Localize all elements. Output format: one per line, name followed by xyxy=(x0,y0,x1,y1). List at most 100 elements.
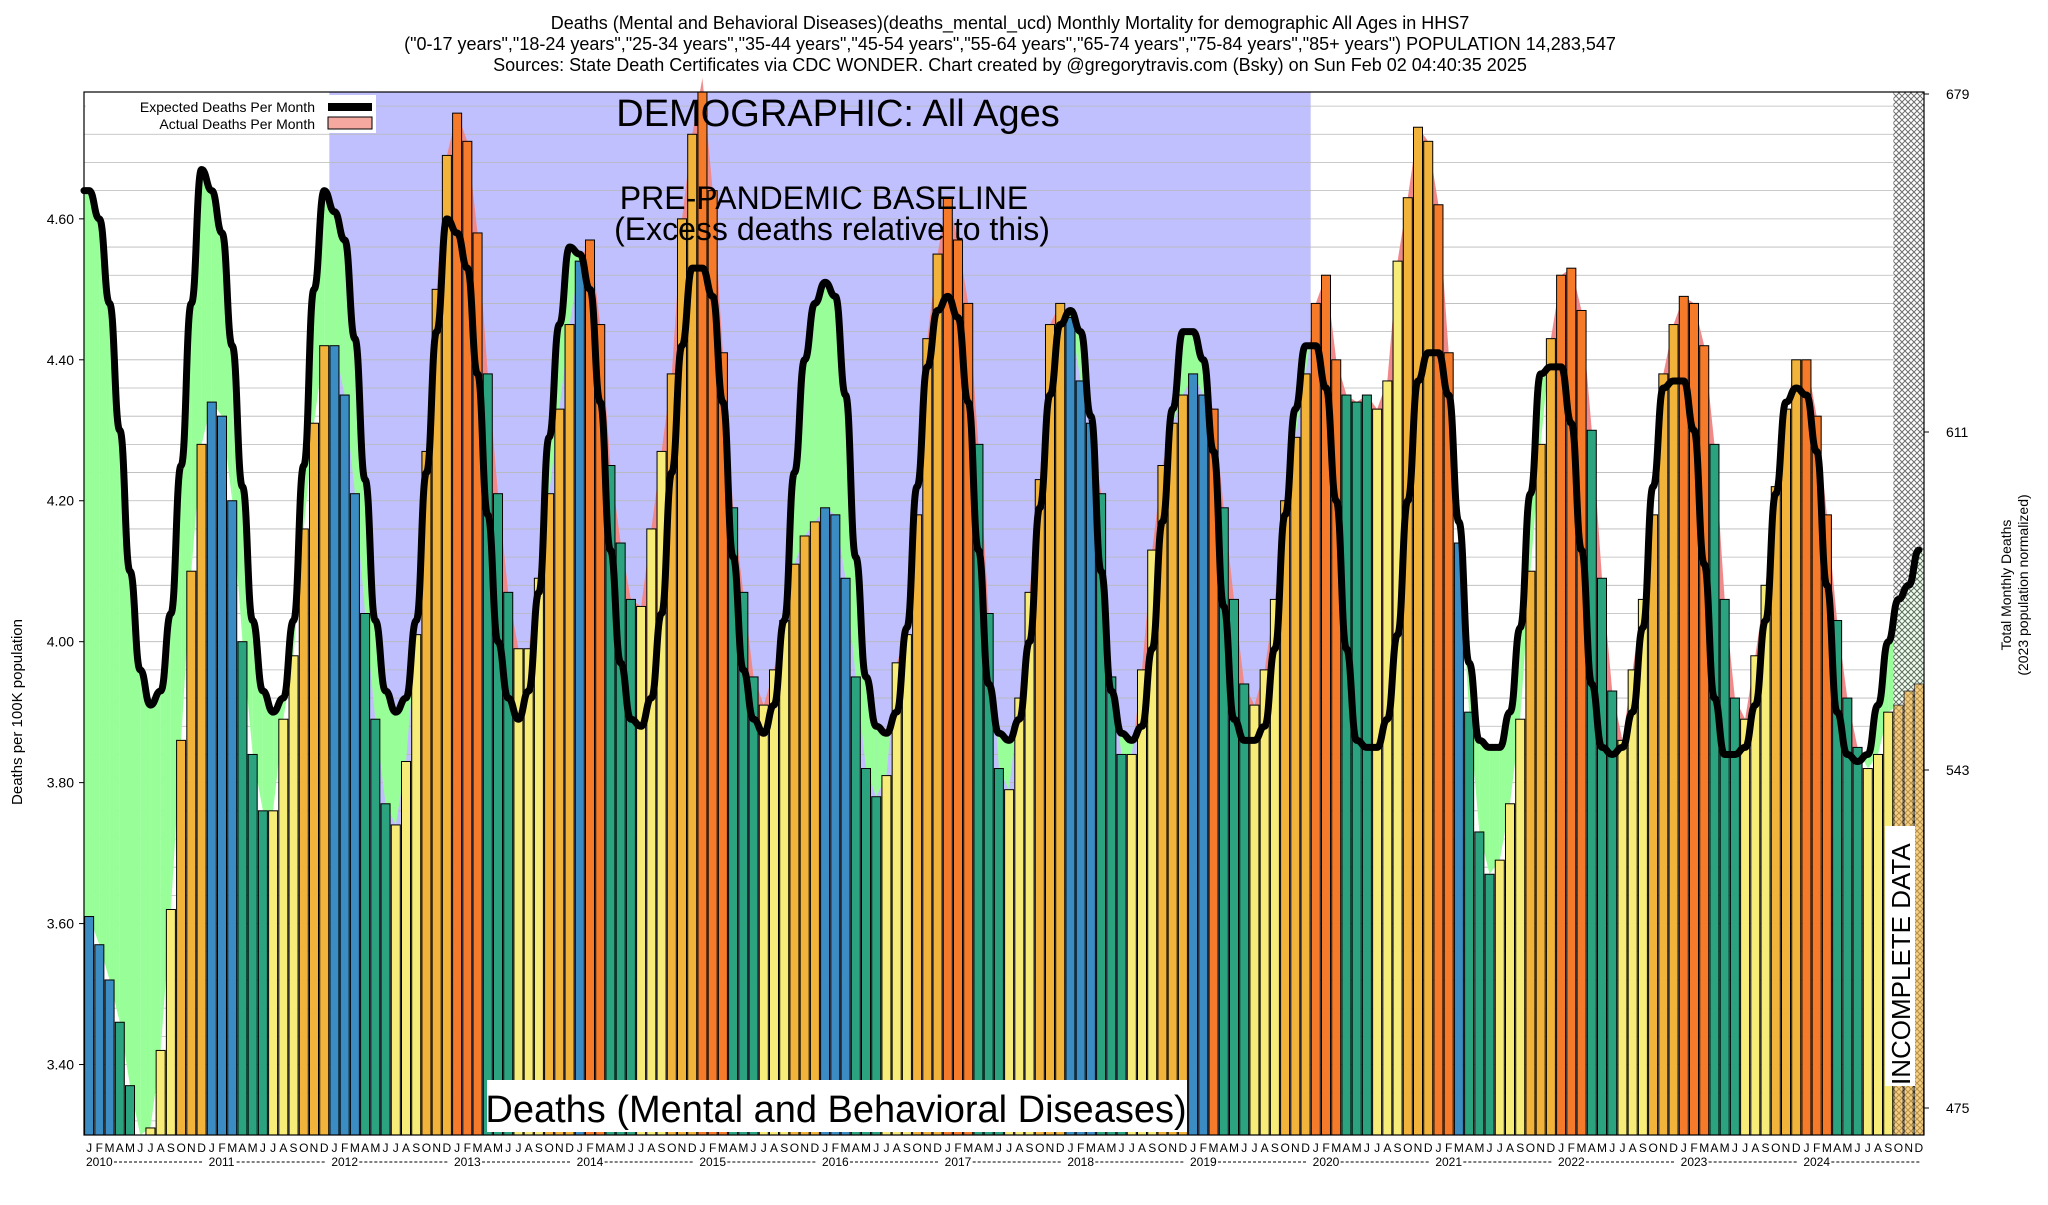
bar-month-101 xyxy=(1116,753,1127,1136)
bar-month-162 xyxy=(1740,718,1751,1136)
bar-month-29 xyxy=(380,803,391,1136)
x-month-label: O xyxy=(422,1141,431,1155)
x-month-label: N xyxy=(800,1141,809,1155)
x-year-label: 2024 xyxy=(1803,1155,1830,1169)
bar-month-14 xyxy=(227,500,238,1136)
bar-month-115 xyxy=(1259,669,1270,1136)
deficit-area xyxy=(262,691,274,811)
x-month-label: J xyxy=(577,1141,583,1155)
x-month-label: S xyxy=(1884,1141,1892,1155)
bar-month-75 xyxy=(850,676,861,1136)
bar-month-17 xyxy=(257,810,268,1136)
bar-month-139 xyxy=(1504,803,1516,1136)
x-month-label: J xyxy=(383,1141,389,1155)
x-month-label: J xyxy=(699,1141,705,1155)
bar-month-96 xyxy=(1065,317,1076,1136)
x-month-label: A xyxy=(852,1141,860,1155)
x-year-label: 2021 xyxy=(1435,1155,1462,1169)
x-month-label: A xyxy=(1874,1141,1882,1155)
bar-month-138 xyxy=(1494,859,1505,1136)
x-month-label: J xyxy=(515,1141,521,1155)
deficit-area xyxy=(84,190,90,917)
bar-month-172 xyxy=(1842,697,1853,1136)
x-month-label: M xyxy=(125,1141,135,1155)
bottom-title-box xyxy=(487,1080,1187,1132)
bar-month-12 xyxy=(206,401,217,1136)
x-month-label: J xyxy=(147,1141,153,1155)
x-month-label: J xyxy=(1742,1141,1748,1155)
bar-month-160 xyxy=(1719,598,1730,1136)
x-month-label: A xyxy=(1138,1141,1146,1155)
x-month-label: O xyxy=(1280,1141,1289,1155)
bar-month-103 xyxy=(1136,669,1148,1136)
x-month-label: D xyxy=(1424,1141,1433,1155)
x-month-label: M xyxy=(1106,1141,1116,1155)
deficit-area xyxy=(150,691,161,1128)
x-month-label: O xyxy=(299,1141,308,1155)
x-month-label: J xyxy=(137,1141,143,1155)
deficit-area xyxy=(201,169,212,445)
x-month-label: M xyxy=(963,1141,973,1155)
bar-month-10 xyxy=(186,570,197,1136)
bar-month-106 xyxy=(1167,422,1178,1136)
x-month-label: O xyxy=(912,1141,921,1155)
x-month-label: A xyxy=(1342,1141,1350,1155)
demographic-label: DEMOGRAPHIC: All Ages xyxy=(616,93,1059,135)
bar-month-45 xyxy=(544,493,555,1136)
x-year-label: 2010 xyxy=(86,1155,113,1169)
x-month-label: O xyxy=(790,1141,799,1155)
x-year-label: 2017 xyxy=(945,1155,972,1169)
x-month-label: M xyxy=(1229,1141,1239,1155)
x-month-label: A xyxy=(1383,1141,1391,1155)
x-month-label: M xyxy=(1474,1141,1484,1155)
x-month-label: N xyxy=(187,1141,196,1155)
x-month-label: J xyxy=(1313,1141,1319,1155)
bar-month-125 xyxy=(1361,394,1372,1136)
x-month-label: S xyxy=(412,1141,420,1155)
deficit-area xyxy=(998,733,1010,790)
bottom-title: Deaths (Mental and Behavioral Diseases) xyxy=(485,1089,1186,1131)
x-month-label: A xyxy=(1833,1141,1841,1155)
x-month-label: D xyxy=(933,1141,942,1155)
x-month-label: M xyxy=(595,1141,605,1155)
x-month-label: D xyxy=(1669,1141,1678,1155)
x-month-label: J xyxy=(1732,1141,1738,1155)
bar-month-13 xyxy=(216,415,228,1136)
y-tick-label: 4.20 xyxy=(47,493,74,509)
x-month-label: D xyxy=(1915,1141,1924,1155)
x-month-label: N xyxy=(1782,1141,1791,1155)
x-month-label: D xyxy=(1547,1141,1556,1155)
bar-month-16 xyxy=(247,753,258,1136)
x-month-label: A xyxy=(1015,1141,1023,1155)
x-month-label: J xyxy=(883,1141,889,1155)
y2-tick-label: 475 xyxy=(1946,1100,1970,1116)
x-month-label: J xyxy=(945,1141,951,1155)
bar-month-24 xyxy=(329,345,340,1136)
bar-month-23 xyxy=(319,345,330,1136)
bar-month-60 xyxy=(697,91,708,1136)
deficit-area xyxy=(1489,747,1500,875)
x-month-label: M xyxy=(616,1141,626,1155)
bar-month-130 xyxy=(1412,126,1424,1136)
x-month-label: S xyxy=(1762,1141,1770,1155)
x-month-label: J xyxy=(628,1141,634,1155)
x-month-label: A xyxy=(893,1141,901,1155)
x-year-label: 2011 xyxy=(209,1155,235,1169)
x-month-label: J xyxy=(873,1141,879,1155)
bar-month-6 xyxy=(145,1127,156,1136)
y-tick-label: 4.00 xyxy=(47,634,74,650)
x-month-label: J xyxy=(86,1141,92,1155)
x-month-label: M xyxy=(248,1141,258,1155)
x-month-label: A xyxy=(116,1141,124,1155)
grid-layer xyxy=(84,105,1924,1122)
y-axis-label-right-1: Total Monthly Deaths xyxy=(1998,520,2014,651)
x-month-label: S xyxy=(1148,1141,1156,1155)
y-tick-label: 4.60 xyxy=(47,211,74,227)
x-month-label: A xyxy=(525,1141,533,1155)
bar-month-18 xyxy=(268,810,279,1136)
bar-month-135 xyxy=(1464,711,1475,1136)
x-month-label: M xyxy=(473,1141,483,1155)
bar-month-127 xyxy=(1382,380,1393,1136)
legend: Expected Deaths Per Month Actual Deaths … xyxy=(86,95,376,133)
